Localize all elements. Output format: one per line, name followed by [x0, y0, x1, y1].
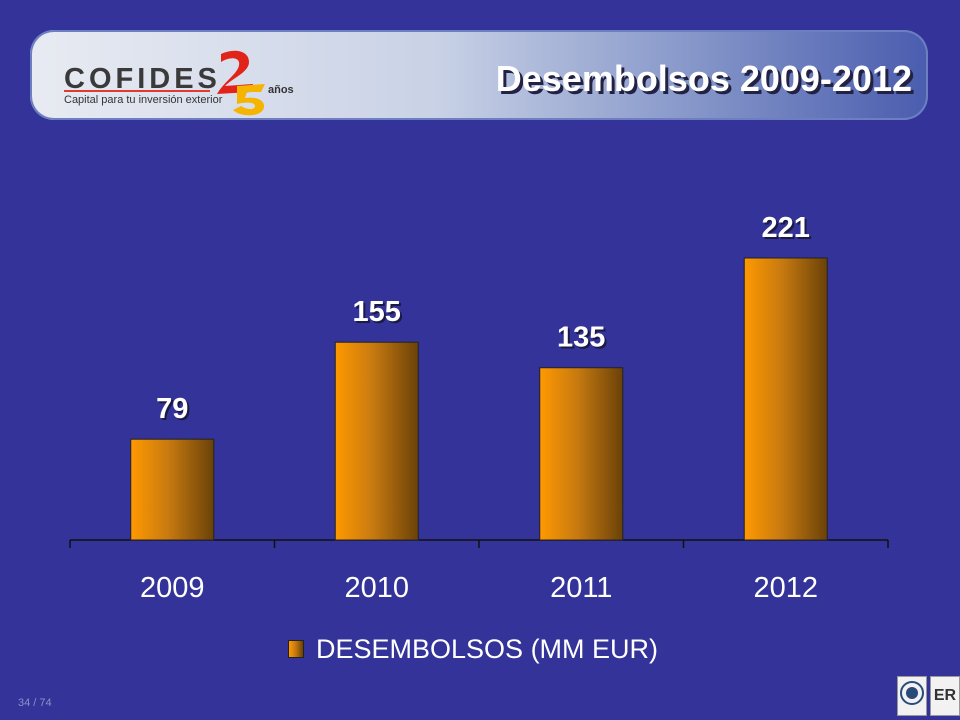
bar-2011: [539, 367, 624, 541]
x-tick-label-2011: 2011: [550, 572, 612, 604]
chart-legend: DESEMBOLSOS (MM EUR): [288, 632, 658, 666]
data-label-shadow: 79: [158, 395, 190, 427]
logo-underline: [64, 90, 210, 92]
x-tick-label-2012: 2012: [753, 572, 818, 604]
legend-label: DESEMBOLSOS (MM EUR): [316, 633, 659, 664]
data-label-shadow: 155: [355, 298, 403, 330]
data-label-shadow: 221: [764, 214, 812, 246]
x-tick-label-2010: 2010: [344, 572, 409, 604]
page-indicator: 34 / 74: [18, 697, 52, 709]
slide-title: Desembolsos 2009-2012: [495, 58, 912, 99]
bar-2012: [743, 257, 828, 541]
anniversary-25-icon: [217, 50, 265, 116]
legend-swatch: [288, 640, 304, 658]
logo-anos-text: años: [268, 84, 294, 96]
iqnet-icon: [897, 676, 927, 716]
bar-2010: [334, 341, 419, 541]
cofides-logo-text: COFIDES: [64, 63, 221, 95]
logo-tagline: Capital para tu inversión exterior: [64, 94, 223, 106]
data-label-2011: 135: [557, 322, 605, 354]
bar-2009: [130, 438, 215, 541]
data-label-shadow: 135: [559, 324, 607, 356]
data-label-2012: 221: [762, 212, 810, 244]
x-tick-label-2009: 2009: [140, 572, 205, 604]
er-certification-icon: ER: [930, 676, 960, 716]
data-label-2009: 79: [156, 393, 188, 425]
data-label-2010: 155: [353, 296, 401, 328]
header-banner: [30, 30, 928, 120]
